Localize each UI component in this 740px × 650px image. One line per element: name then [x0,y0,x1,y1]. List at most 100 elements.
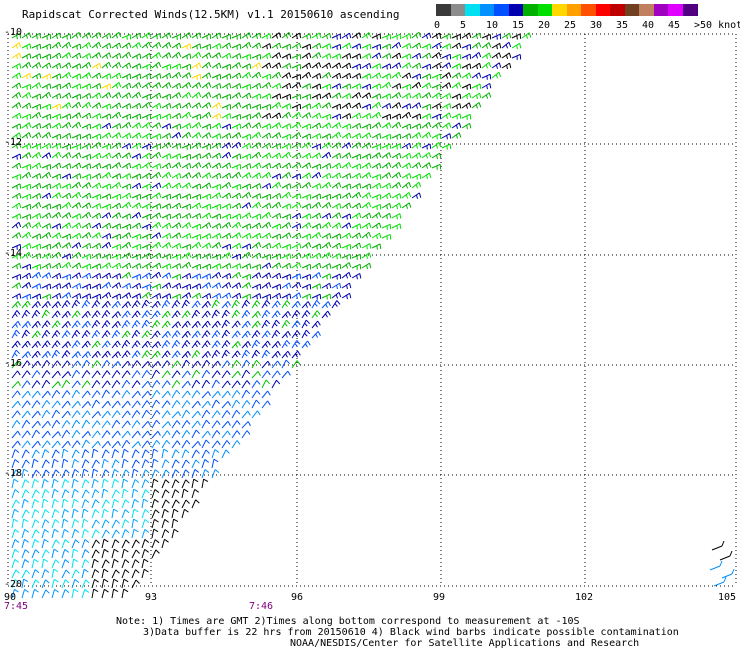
wind-barb [111,410,121,419]
wind-barb [161,263,172,270]
scale-swatch [566,4,582,16]
wind-barb [231,440,241,449]
wind-barb [11,253,22,260]
wind-barb [331,242,342,250]
wind-barb [311,243,322,250]
wind-barb [341,183,352,190]
wind-barb [291,262,302,269]
wind-barb [31,53,42,60]
wind-barb [281,370,291,379]
wind-barb [371,111,382,119]
wind-barb [211,420,221,429]
wind-barb [361,32,372,39]
wind-barb [71,488,79,499]
wind-barb [221,380,231,389]
wind-barb [411,152,422,159]
wind-barb [11,282,22,289]
wind-barb [281,273,292,280]
wind-barb [31,350,41,359]
wind-barb [191,340,201,349]
wind-barb [91,242,102,250]
wind-barb [31,320,41,329]
wind-barb [381,53,392,60]
scale-label: 0 [434,20,441,31]
wind-barb [91,193,102,200]
wind-barb [471,92,482,100]
wind-barb [481,73,492,80]
wind-barb [401,133,412,140]
wind-barb [391,102,402,109]
wind-barb [21,578,29,589]
wind-barb [241,153,252,160]
wind-barb [61,508,69,519]
wind-barb [101,300,111,309]
wind-barb [131,300,141,309]
wind-barb [181,243,192,250]
wind-barb [181,43,192,50]
wind-barb [61,518,69,529]
wind-barb [11,349,21,359]
scale-swatch [479,4,495,16]
wind-barb [81,133,92,140]
wind-barb [361,201,372,209]
wind-barb [221,401,231,409]
wind-barb [121,183,132,190]
wind-barb [161,142,172,149]
lon-label-102: 102 [575,592,594,603]
scale-label: 10 [486,20,499,31]
wind-barb [171,489,180,499]
wind-barb [231,62,242,69]
wind-barb [141,539,150,549]
wind-barb [81,410,91,419]
wind-barb [61,579,70,589]
wind-barb [431,83,442,90]
wind-barb [231,253,242,260]
wind-barb [321,32,332,40]
wind-barb [21,479,30,489]
wind-barb [171,282,182,290]
wind-barb [31,300,41,309]
wind-barb [21,410,31,419]
wind-barb [31,162,42,169]
wind-barb [211,83,222,90]
wind-barb [81,299,91,309]
wind-barb [211,430,221,439]
wind-barb [211,360,221,369]
wind-barb [371,173,382,180]
wind-barb [161,469,170,479]
wind-barb [111,380,121,389]
wind-barb [101,281,112,289]
wind-barb [331,72,342,80]
wind-barb [191,132,202,139]
wind-barb [91,72,102,80]
wind-barb [141,400,151,409]
wind-barb [121,488,129,499]
wind-barb [331,263,342,270]
wind-barb [191,202,202,209]
wind-barb [81,232,92,239]
wind-barb [121,339,131,349]
wind-barb [361,113,372,120]
wind-barb [291,340,301,349]
wind-barb [421,131,432,139]
wind-barb [11,329,21,339]
wind-barb [101,183,112,190]
wind-barb [131,430,141,439]
wind-barb [441,33,452,40]
wind-barb [241,122,252,129]
wind-barb [181,429,191,439]
wind-barb [61,261,72,269]
wind-barb [171,350,181,359]
wind-barb [121,578,129,589]
wind-barb [361,123,372,130]
wind-barb [421,172,432,180]
wind-barb [111,440,121,449]
wind-barb [71,112,82,119]
wind-barb [21,329,30,339]
wind-barb [331,53,342,60]
wind-barb [351,253,362,260]
wind-barb [11,579,20,589]
wind-barb [151,430,161,439]
wind-barb [71,293,82,300]
wind-barb [321,113,332,120]
